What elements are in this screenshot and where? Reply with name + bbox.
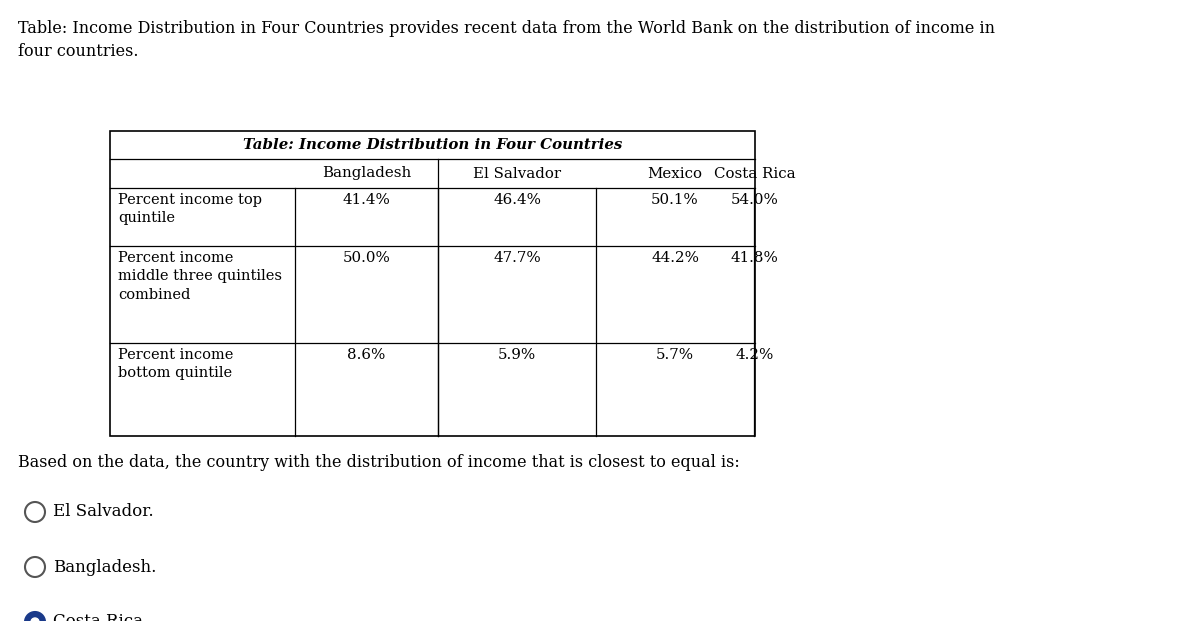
Text: Table: Income Distribution in Four Countries: Table: Income Distribution in Four Count… [242,138,622,152]
Bar [110,131,755,436]
Text: Percent income
middle three quintiles
combined: Percent income middle three quintiles co… [118,251,282,302]
Text: Based on the data, the country with the distribution of income that is closest t: Based on the data, the country with the … [18,454,739,471]
Text: 47.7%: 47.7% [493,251,541,265]
Text: 54.0%: 54.0% [731,193,779,207]
Text: 5.7%: 5.7% [656,348,694,362]
Circle shape [25,612,46,621]
Text: Bangladesh: Bangladesh [322,166,412,181]
Text: 8.6%: 8.6% [347,348,385,362]
Text: 46.4%: 46.4% [493,193,541,207]
Text: 41.4%: 41.4% [342,193,390,207]
Text: Mexico: Mexico [648,166,702,181]
Circle shape [25,502,46,522]
Text: Percent income
bottom quintile: Percent income bottom quintile [118,348,233,381]
Text: 4.2%: 4.2% [736,348,774,362]
Text: El Salvador.: El Salvador. [53,504,154,520]
Text: 5.9%: 5.9% [498,348,536,362]
Text: four countries.: four countries. [18,43,138,60]
Text: 50.0%: 50.0% [342,251,390,265]
Text: El Salvador: El Salvador [473,166,562,181]
Circle shape [25,557,46,577]
Text: 41.8%: 41.8% [731,251,779,265]
Text: 44.2%: 44.2% [650,251,698,265]
Text: Percent income top
quintile: Percent income top quintile [118,193,262,225]
Text: 50.1%: 50.1% [652,193,698,207]
Text: Bangladesh.: Bangladesh. [53,558,156,576]
Text: Table: Income Distribution in Four Countries provides recent data from the World: Table: Income Distribution in Four Count… [18,20,995,37]
Text: Costa Rica: Costa Rica [714,166,796,181]
Circle shape [31,618,38,621]
Text: Costa Rica.: Costa Rica. [53,614,149,621]
